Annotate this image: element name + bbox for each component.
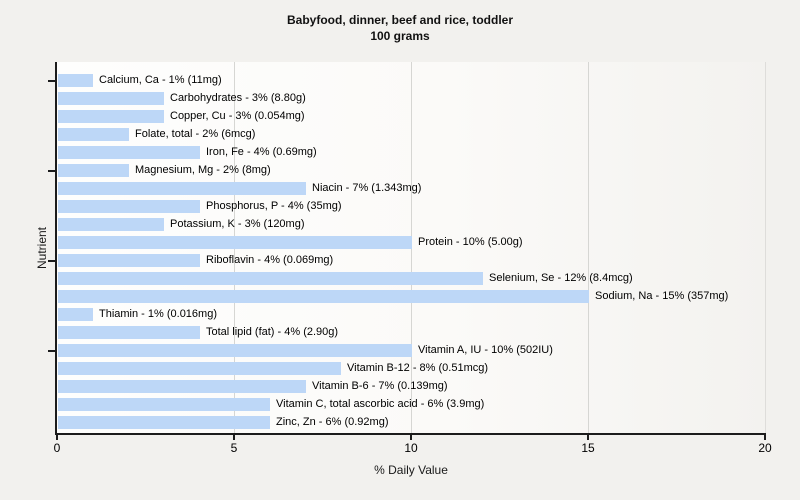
bar-vitamin-b-6 bbox=[58, 380, 306, 393]
bar-riboflavin bbox=[58, 254, 200, 267]
bar-niacin bbox=[58, 182, 306, 195]
x-axis-tick-label: 15 bbox=[581, 441, 595, 455]
x-axis-tick bbox=[764, 435, 766, 440]
chart-title-block: Babyfood, dinner, beef and rice, toddler… bbox=[0, 12, 800, 44]
y-axis-line bbox=[55, 62, 57, 435]
bar-value-label: Copper, Cu - 3% (0.054mg) bbox=[170, 110, 305, 122]
bar-value-label: Vitamin A, IU - 10% (502IU) bbox=[418, 344, 553, 356]
bar-value-label: Vitamin C, total ascorbic acid - 6% (3.9… bbox=[276, 398, 485, 410]
bar-value-label: Niacin - 7% (1.343mg) bbox=[312, 182, 422, 194]
bar-zinc-zn bbox=[58, 416, 270, 429]
bar-magnesium-mg bbox=[58, 164, 129, 177]
x-axis-tick bbox=[587, 435, 589, 440]
bar-value-label: Magnesium, Mg - 2% (8mg) bbox=[135, 164, 271, 176]
x-axis-tick-label: 20 bbox=[758, 441, 772, 455]
y-axis-tick bbox=[48, 259, 55, 262]
bar-value-label: Iron, Fe - 4% (0.69mg) bbox=[206, 146, 317, 158]
plot-gridline bbox=[588, 62, 589, 433]
y-axis-label: Nutrient bbox=[35, 226, 49, 270]
bar-total-lipid-fat bbox=[58, 326, 200, 339]
bar-value-label: Zinc, Zn - 6% (0.92mg) bbox=[276, 416, 389, 428]
bar-sodium-na bbox=[58, 290, 589, 303]
bar-value-label: Phosphorus, P - 4% (35mg) bbox=[206, 200, 342, 212]
bar-value-label: Calcium, Ca - 1% (11mg) bbox=[99, 74, 222, 86]
x-axis-label: % Daily Value bbox=[374, 463, 448, 477]
x-axis-tick-label: 5 bbox=[230, 441, 238, 455]
y-axis-tick bbox=[48, 349, 55, 352]
chart-subtitle: 100 grams bbox=[370, 29, 430, 43]
bar-folate-total bbox=[58, 128, 129, 141]
bar-value-label: Potassium, K - 3% (120mg) bbox=[170, 218, 305, 230]
x-axis-tick bbox=[410, 435, 412, 440]
bar-potassium-k bbox=[58, 218, 164, 231]
bar-vitamin-a-iu bbox=[58, 344, 412, 357]
bar-iron-fe bbox=[58, 146, 200, 159]
bar-thiamin bbox=[58, 308, 93, 321]
bar-value-label: Total lipid (fat) - 4% (2.90g) bbox=[206, 326, 339, 338]
bar-value-label: Carbohydrates - 3% (8.80g) bbox=[170, 92, 306, 104]
x-axis-tick-label: 0 bbox=[53, 441, 61, 455]
bar-vitamin-c-total-ascorbic-acid bbox=[58, 398, 270, 411]
bar-selenium-se bbox=[58, 272, 483, 285]
bar-value-label: Vitamin B-12 - 8% (0.51mcg) bbox=[347, 362, 489, 374]
x-axis-tick-label: 10 bbox=[404, 441, 418, 455]
bar-phosphorus-p bbox=[58, 200, 200, 213]
bar-carbohydrates bbox=[58, 92, 164, 105]
bar-calcium-ca bbox=[58, 74, 93, 87]
bar-protein bbox=[58, 236, 412, 249]
bar-value-label: Sodium, Na - 15% (357mg) bbox=[595, 290, 729, 302]
x-axis-tick bbox=[233, 435, 235, 440]
chart-title: Babyfood, dinner, beef and rice, toddler bbox=[286, 13, 514, 27]
bar-value-label: Protein - 10% (5.00g) bbox=[418, 236, 523, 248]
bar-value-label: Vitamin B-6 - 7% (0.139mg) bbox=[312, 380, 448, 392]
bar-value-label: Riboflavin - 4% (0.069mg) bbox=[206, 254, 334, 266]
bar-value-label: Selenium, Se - 12% (8.4mcg) bbox=[489, 272, 633, 284]
y-axis-tick bbox=[48, 79, 55, 82]
bar-value-label: Folate, total - 2% (6mcg) bbox=[135, 128, 256, 140]
bar-value-label: Thiamin - 1% (0.016mg) bbox=[99, 308, 217, 320]
y-axis-tick bbox=[48, 169, 55, 172]
bar-vitamin-b-12 bbox=[58, 362, 341, 375]
x-axis-line bbox=[55, 433, 766, 435]
bar-copper-cu bbox=[58, 110, 164, 123]
x-axis-tick bbox=[56, 435, 58, 440]
